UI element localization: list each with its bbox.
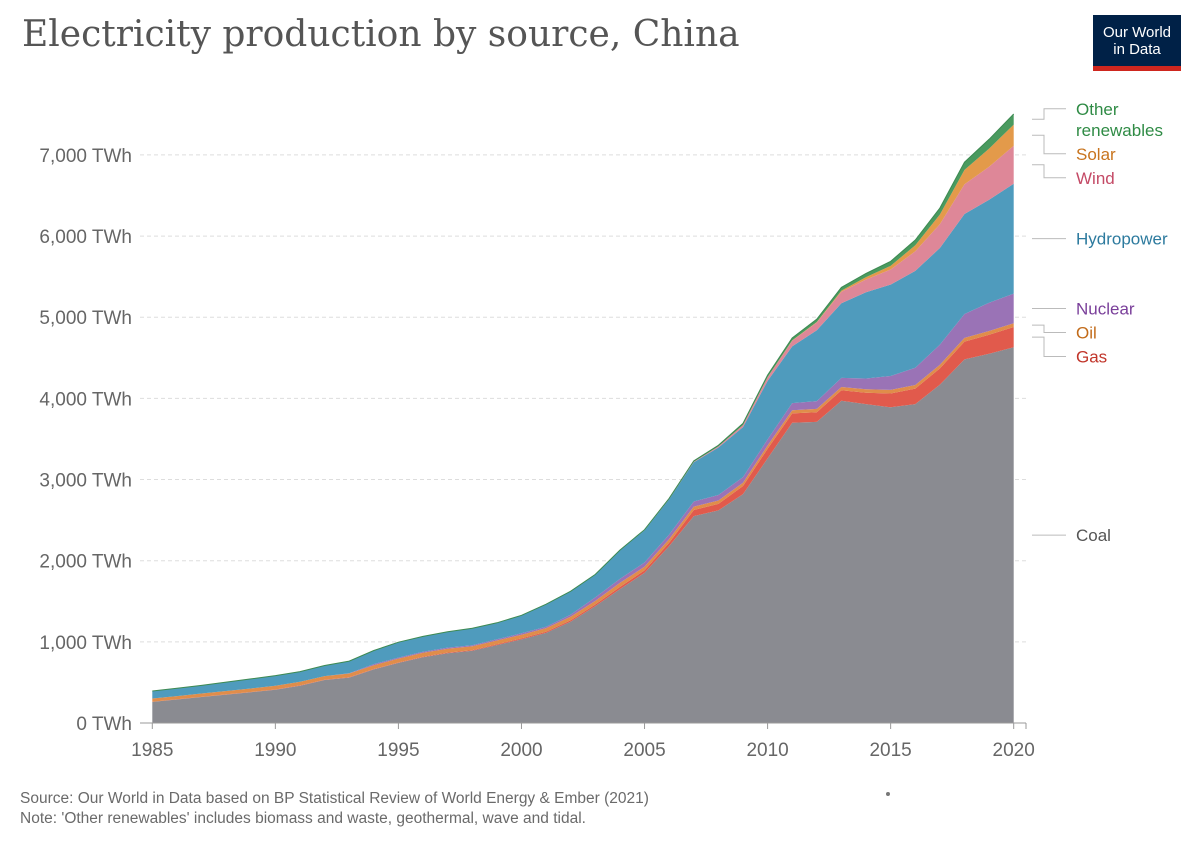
area-hydropower — [152, 183, 1014, 699]
y-tick-label: 6,000 TWh — [39, 227, 132, 248]
x-tick-label: 1990 — [254, 740, 296, 761]
x-tick-label: 2020 — [993, 740, 1035, 761]
source-note: Source: Our World in Data based on BP St… — [20, 790, 649, 807]
footer-dot — [886, 792, 890, 796]
footnote: Note: 'Other renewables' includes biomas… — [20, 810, 586, 827]
legend-label-nuclear: Nuclear — [1076, 299, 1135, 318]
logo-line-1: Our World — [1102, 24, 1172, 41]
x-tick-label: 2015 — [869, 740, 911, 761]
logo-accent-bar — [1093, 66, 1181, 71]
chart-title: Electricity production by source, China — [22, 14, 740, 55]
area-coal — [152, 347, 1014, 723]
logo-line-2: in Data — [1113, 41, 1161, 58]
y-tick-label: 7,000 TWh — [39, 146, 132, 167]
x-tick-label: 2010 — [746, 740, 788, 761]
y-tick-label: 3,000 TWh — [39, 471, 132, 492]
stack-top-outline — [152, 113, 1015, 692]
legend-connector — [1032, 336, 1066, 357]
legend-label-gas: Gas — [1076, 347, 1107, 366]
legend-labels: Other renewables Solar Wind Hydropower Nuclea… — [1032, 100, 1168, 545]
y-tick-label: 5,000 TWh — [39, 308, 132, 329]
legend-label-wind: Wind — [1076, 169, 1115, 188]
y-tick-label: 2,000 TWh — [39, 552, 132, 573]
x-tick-label: 2000 — [500, 740, 542, 761]
legend-connector — [1032, 164, 1066, 179]
x-tick-label: 1985 — [131, 740, 173, 761]
axes: 0 TWh 1,000 TWh 2,000 TWh 3,000 TWh 4,000 TW… — [39, 146, 1034, 761]
y-tick-label: 1,000 TWh — [39, 633, 132, 654]
y-tick-label: 0 TWh — [76, 714, 132, 735]
legend-label-hydropower: Hydropower — [1076, 230, 1168, 249]
x-tick-label: 1995 — [377, 740, 419, 761]
legend-connector — [1032, 134, 1066, 155]
legend-label-solar: Solar — [1076, 145, 1116, 164]
legend-label-coal: Coal — [1076, 526, 1111, 545]
legend-label-oil: Oil — [1076, 323, 1097, 342]
y-tick-label: 4,000 TWh — [39, 389, 132, 410]
x-tick-label: 2005 — [623, 740, 665, 761]
legend-connector — [1032, 108, 1066, 120]
legend-label-other-renewables: Other renewables — [1076, 100, 1163, 140]
legend-connector — [1032, 324, 1066, 333]
owid-logo[interactable]: Our World in Data — [1093, 15, 1181, 71]
area-gas — [152, 327, 1014, 702]
series-areas — [152, 113, 1015, 723]
